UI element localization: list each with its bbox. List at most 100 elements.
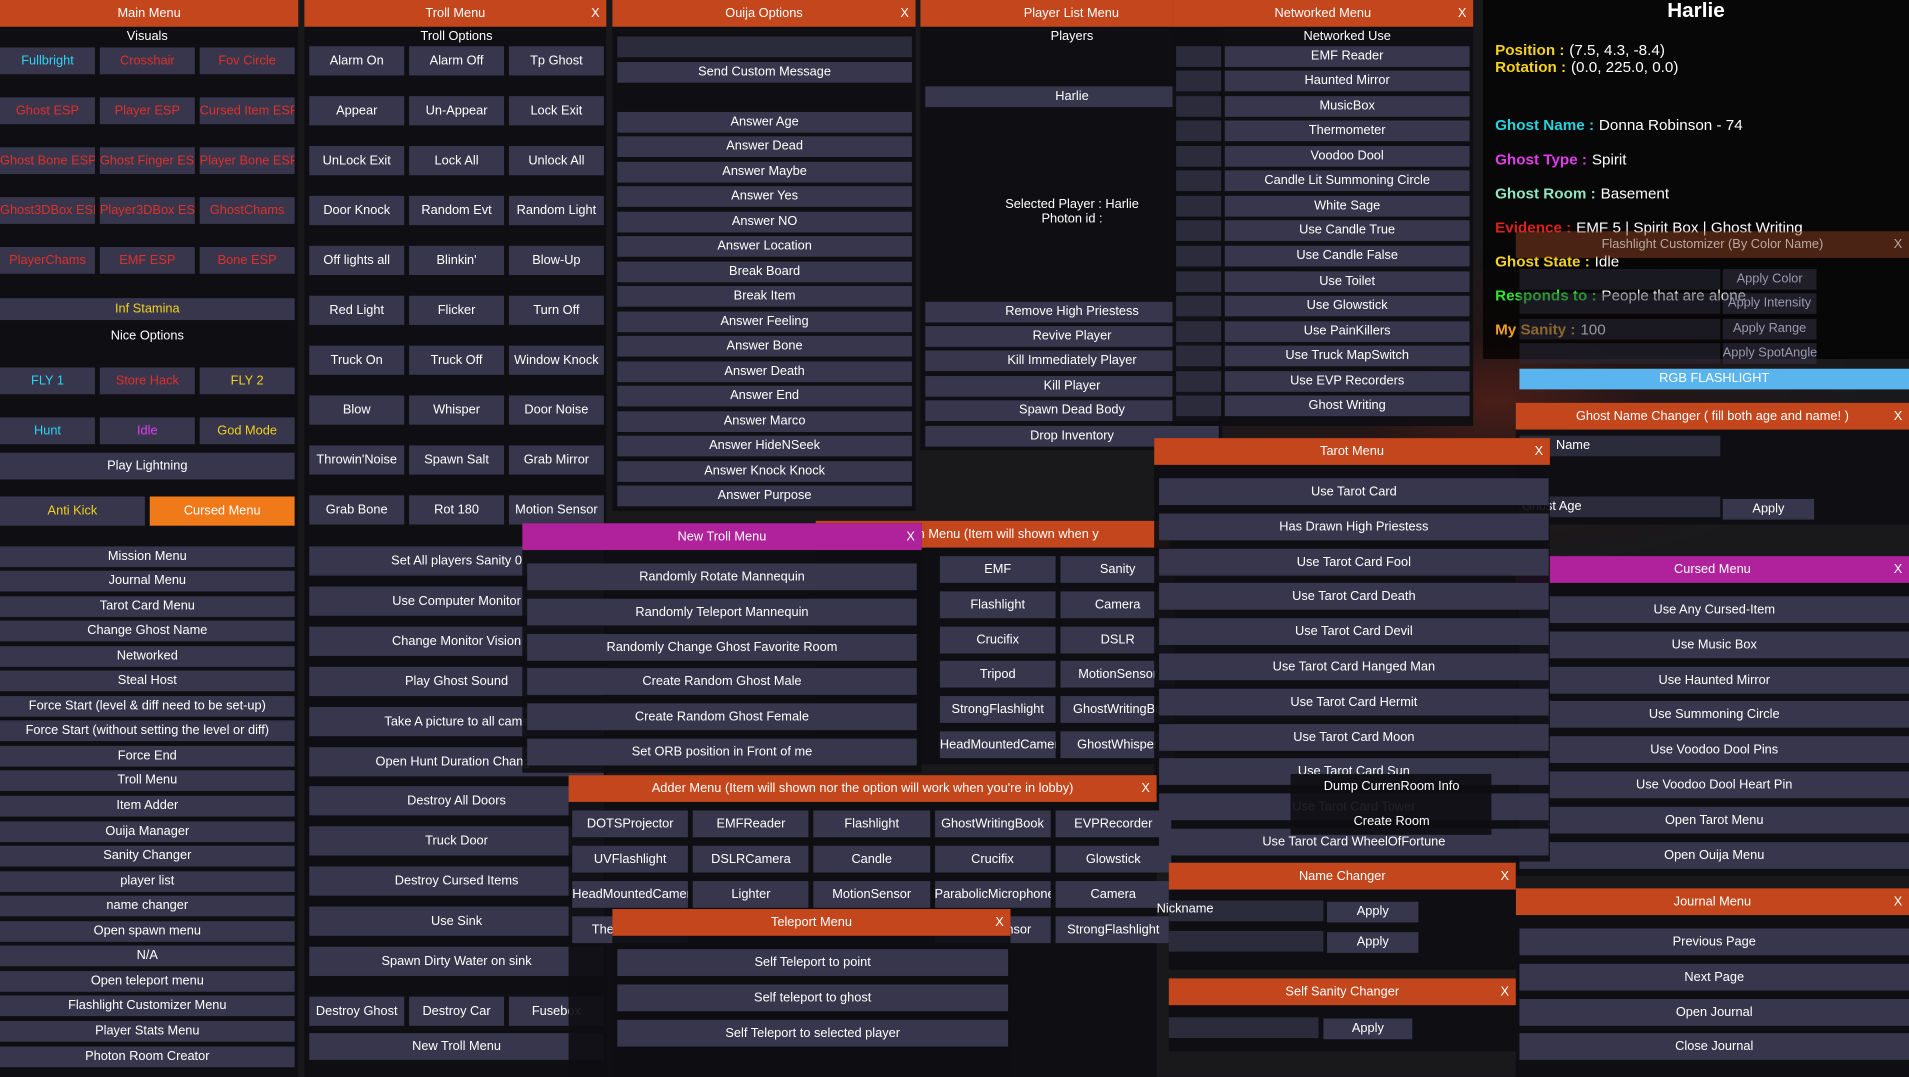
menu-button[interactable]: Self teleport to ghost <box>617 984 1009 1011</box>
text-input[interactable] <box>1519 343 1721 365</box>
menu-button[interactable]: Open Tarot Menu <box>1519 806 1909 834</box>
menu-button[interactable]: Use Voodoo Dool Pins <box>1519 736 1909 764</box>
menu-button[interactable]: Open Journal <box>1519 998 1909 1026</box>
text-input[interactable] <box>1519 435 1721 457</box>
menu-button[interactable]: Tripod <box>939 661 1056 689</box>
text-input[interactable] <box>1176 120 1222 142</box>
menu-button[interactable]: Break Board <box>617 261 912 282</box>
menu-button[interactable]: Photon Room Creator <box>0 1045 295 1067</box>
menu-button[interactable]: Use Tarot Card Moon <box>1159 723 1549 751</box>
text-input[interactable] <box>1176 95 1222 117</box>
menu-button[interactable]: EMF <box>939 556 1056 583</box>
text-input[interactable] <box>1519 496 1721 518</box>
menu-button[interactable]: Ghost Bone ESP <box>0 147 95 175</box>
close-button[interactable]: X <box>1893 894 1903 910</box>
menu-button[interactable]: Close Journal <box>1519 1033 1909 1061</box>
text-input[interactable] <box>1168 1017 1319 1039</box>
text-input[interactable] <box>1176 396 1222 417</box>
menu-button[interactable]: Has Drawn High Priestess <box>1159 513 1549 541</box>
close-button[interactable]: X <box>900 6 909 21</box>
menu-button[interactable]: Use Tarot Card Hermit <box>1159 688 1549 716</box>
close-button[interactable]: X <box>591 6 600 21</box>
menu-button[interactable]: N/A <box>0 945 295 967</box>
menu-button[interactable]: Voodoo Dool <box>1224 145 1470 167</box>
menu-button[interactable]: Truck Door <box>309 826 604 856</box>
menu-button[interactable]: Window Knock <box>508 345 604 375</box>
menu-button[interactable]: Answer HideNSeek <box>617 436 912 457</box>
menu-button[interactable]: Destroy Cursed Items <box>309 866 604 896</box>
menu-button[interactable]: Un-Appear <box>409 96 505 126</box>
menu-button[interactable]: Flashlight <box>813 810 930 838</box>
menu-button[interactable]: Troll Menu <box>0 770 295 792</box>
menu-button[interactable]: ParabolicMicrophone <box>934 880 1051 908</box>
menu-button[interactable]: Spawn Salt <box>409 445 505 475</box>
menu-button[interactable]: Answer Yes <box>617 186 912 207</box>
menu-button[interactable]: Player3DBox ESP <box>99 197 195 224</box>
menu-button[interactable]: Answer End <box>617 386 912 407</box>
menu-button[interactable]: Send Custom Message <box>617 61 912 83</box>
menu-button[interactable]: Lighter <box>692 880 809 908</box>
menu-button[interactable]: Answer Feeling <box>617 311 912 332</box>
menu-button[interactable]: EMF ESP <box>99 247 195 274</box>
text-input[interactable] <box>1176 145 1222 167</box>
menu-button[interactable]: Use Toilet <box>1224 270 1470 292</box>
text-input[interactable] <box>1176 195 1222 217</box>
menu-button[interactable]: Break Item <box>617 286 912 307</box>
text-input[interactable] <box>1519 293 1721 315</box>
menu-button[interactable]: Red Light <box>309 295 405 325</box>
close-button[interactable]: X <box>1893 562 1903 577</box>
close-button[interactable]: X <box>1534 444 1544 459</box>
menu-button[interactable]: Open Ouija Menu <box>1519 841 1909 869</box>
menu-button[interactable]: Hunt <box>0 417 95 445</box>
menu-button[interactable]: Use Tarot Card Fool <box>1159 548 1549 576</box>
menu-button[interactable]: Blow-Up <box>508 245 604 276</box>
close-button[interactable]: X <box>1500 868 1510 884</box>
menu-button[interactable]: StrongFlashlight <box>939 696 1056 724</box>
text-input[interactable] <box>1176 70 1222 92</box>
text-input[interactable] <box>1176 345 1222 367</box>
menu-button[interactable]: HeadMountedCamera <box>572 880 689 908</box>
menu-button[interactable]: Sanity Changer <box>0 845 295 867</box>
menu-button[interactable]: Ghost Finger ESP <box>99 147 195 175</box>
menu-button[interactable]: Crucifix <box>934 845 1051 873</box>
menu-button[interactable]: Answer Marco <box>617 411 912 432</box>
menu-button[interactable]: Play Lightning <box>0 452 295 480</box>
menu-button[interactable]: Player Bone ESP <box>199 147 295 175</box>
menu-button[interactable]: Throwin'Noise <box>309 445 405 475</box>
menu-button[interactable]: Answer Location <box>617 236 912 257</box>
menu-button[interactable]: Use Summoning Circle <box>1519 701 1909 729</box>
menu-button[interactable]: Use EVP Recorders <box>1224 371 1470 392</box>
menu-button[interactable]: GhostWritingBook <box>934 810 1051 838</box>
menu-button[interactable]: Player Stats Menu <box>0 1020 295 1042</box>
menu-button[interactable]: Haunted Mirror <box>1224 70 1470 92</box>
menu-button[interactable]: Apply <box>1722 498 1815 520</box>
menu-button[interactable]: Open teleport menu <box>0 970 295 992</box>
menu-button[interactable]: Candle <box>813 845 930 873</box>
menu-button[interactable]: Use Voodoo Dool Heart Pin <box>1519 771 1909 799</box>
menu-button[interactable]: Drop Inventory <box>925 425 1219 446</box>
menu-button[interactable]: Mission Menu <box>0 545 295 567</box>
menu-button[interactable]: Motion Sensor <box>508 495 604 525</box>
menu-button[interactable]: Use Any Cursed-Item <box>1519 596 1909 624</box>
menu-button[interactable]: Kill Player <box>925 375 1219 397</box>
menu-button[interactable]: MotionSensor <box>813 880 930 908</box>
menu-button[interactable]: Alarm Off <box>409 46 505 76</box>
menu-button[interactable]: Use Sink <box>309 906 604 936</box>
menu-button[interactable]: Use Truck MapSwitch <box>1224 345 1470 367</box>
menu-button[interactable]: Answer Dead <box>617 136 912 157</box>
text-input[interactable] <box>1176 170 1222 192</box>
menu-button[interactable]: Answer NO <box>617 211 912 232</box>
menu-button[interactable]: Force Start (level & diff need to be set… <box>0 695 295 717</box>
menu-button[interactable]: Apply Intensity <box>1722 293 1817 315</box>
close-button[interactable]: X <box>1893 237 1903 252</box>
menu-button[interactable]: Answer Bone <box>617 336 912 357</box>
menu-button[interactable]: Randomly Change Ghost Favorite Room <box>527 633 917 661</box>
menu-button[interactable]: Spawn Dead Body <box>925 400 1219 422</box>
menu-button[interactable]: Crucifix <box>939 626 1056 653</box>
menu-button[interactable]: Thermometer <box>1224 120 1470 142</box>
menu-button[interactable]: Apply Color <box>1722 268 1817 290</box>
menu-button[interactable]: Fullbright <box>0 47 95 75</box>
menu-button[interactable]: Use Haunted Mirror <box>1519 666 1909 694</box>
menu-button[interactable]: Answer Death <box>617 361 912 382</box>
menu-button[interactable]: Randomly Rotate Mannequin <box>527 563 917 591</box>
